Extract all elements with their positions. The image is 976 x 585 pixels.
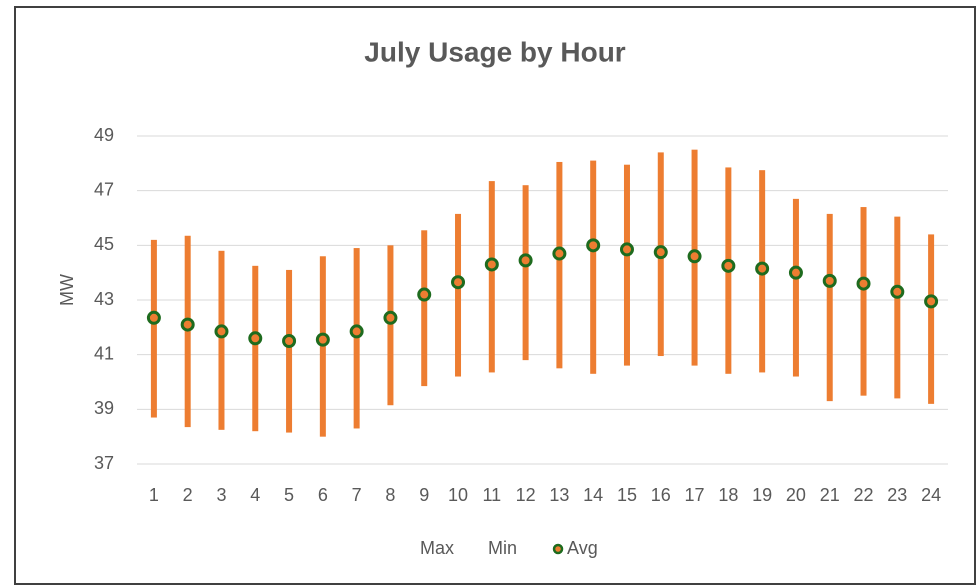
hilo-bar [150, 239, 157, 418]
x-tick-label: 5 [284, 485, 294, 505]
avg-marker [349, 324, 364, 339]
x-tick-label: 18 [718, 485, 738, 505]
hilo-bar [590, 160, 597, 374]
avg-marker [417, 287, 432, 302]
hilo-bar [792, 198, 799, 377]
y-tick-label: 47 [94, 179, 114, 199]
hilo-bar [623, 164, 630, 366]
hilo-bar [928, 234, 935, 404]
hilo-bar [826, 213, 833, 402]
x-tick-label: 24 [921, 485, 941, 505]
x-tick-label: 8 [385, 485, 395, 505]
y-tick-label: 39 [94, 398, 114, 418]
x-tick-label: 16 [651, 485, 671, 505]
y-tick-label: 49 [94, 125, 114, 145]
avg-marker [619, 242, 634, 257]
avg-marker [755, 261, 770, 276]
hilo-bar [556, 161, 563, 369]
x-tick-label: 12 [516, 485, 536, 505]
x-tick-label: 1 [149, 485, 159, 505]
y-tick-label: 37 [94, 453, 114, 473]
avg-marker [890, 284, 905, 299]
avg-marker [451, 275, 466, 290]
x-tick-label: 4 [250, 485, 260, 505]
x-tick-label: 10 [448, 485, 468, 505]
avg-marker [248, 331, 263, 346]
avg-marker [282, 334, 297, 348]
avg-marker [856, 276, 871, 291]
x-tick-label: 23 [887, 485, 907, 505]
hilo-bar [286, 269, 293, 433]
avg-marker [146, 310, 161, 325]
x-tick-label: 13 [549, 485, 569, 505]
avg-marker [924, 294, 939, 309]
legend-marker [552, 543, 564, 555]
y-tick-label: 43 [94, 289, 114, 309]
x-tick-label: 11 [482, 485, 501, 505]
legend-label: Min [488, 538, 517, 558]
y-tick-label: 41 [94, 343, 114, 363]
x-tick-label: 15 [617, 485, 637, 505]
avg-marker [788, 265, 803, 280]
x-tick-label: 7 [352, 485, 362, 505]
hilo-bar [894, 216, 901, 399]
chart-frame [14, 6, 976, 585]
x-tick-label: 3 [216, 485, 226, 505]
x-tick-label: 6 [318, 485, 328, 505]
avg-marker [822, 273, 837, 288]
legend-label: Avg [567, 538, 598, 558]
x-tick-label: 14 [583, 485, 603, 505]
chart-title: July Usage by Hour [364, 36, 626, 67]
legend-label: Max [420, 538, 454, 558]
avg-marker [484, 257, 499, 272]
x-tick-label: 2 [183, 485, 193, 505]
hilo-bar [522, 185, 529, 361]
hilo-bar [860, 207, 867, 396]
hilo-bar [387, 245, 394, 406]
avg-marker [653, 245, 668, 260]
x-tick-label: 17 [685, 485, 705, 505]
avg-marker [315, 332, 330, 347]
hilo-bar [252, 265, 259, 432]
avg-marker [383, 310, 398, 325]
y-axis-label: MW [57, 274, 77, 306]
x-tick-label: 9 [419, 485, 429, 505]
avg-marker [687, 249, 702, 264]
avg-marker [518, 253, 533, 268]
hilo-bar [455, 213, 462, 377]
avg-marker [721, 258, 736, 273]
hilo-bar [421, 230, 428, 387]
avg-marker [552, 246, 567, 261]
hilo-bar [218, 250, 225, 430]
y-tick-label: 45 [94, 234, 114, 254]
x-tick-label: 20 [786, 485, 806, 505]
x-tick-label: 22 [854, 485, 874, 505]
avg-marker [180, 317, 195, 332]
x-tick-label: 19 [752, 485, 772, 505]
avg-marker [214, 324, 229, 339]
hilo-bar [488, 181, 495, 373]
x-tick-label: 21 [820, 485, 840, 505]
avg-marker [586, 238, 601, 253]
